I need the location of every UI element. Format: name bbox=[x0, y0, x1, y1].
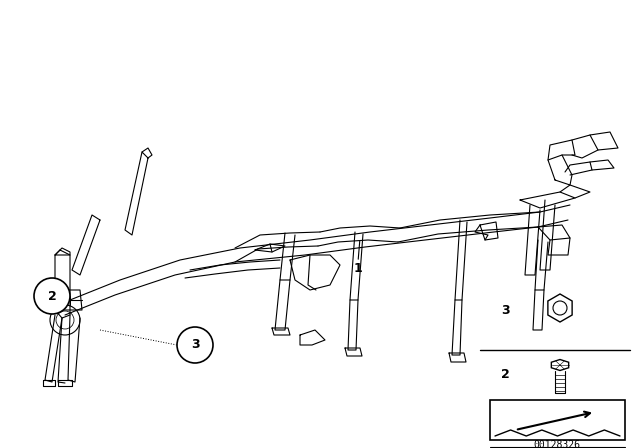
Text: 3: 3 bbox=[500, 303, 509, 316]
Polygon shape bbox=[551, 359, 569, 370]
Circle shape bbox=[34, 278, 70, 314]
Bar bbox=[490, 400, 625, 440]
Circle shape bbox=[177, 327, 213, 363]
Text: 2: 2 bbox=[47, 289, 56, 302]
Polygon shape bbox=[548, 294, 572, 322]
Text: 1: 1 bbox=[354, 262, 362, 275]
Text: 3: 3 bbox=[191, 339, 199, 352]
Text: 00128326: 00128326 bbox=[534, 440, 580, 448]
Text: 2: 2 bbox=[500, 369, 509, 382]
